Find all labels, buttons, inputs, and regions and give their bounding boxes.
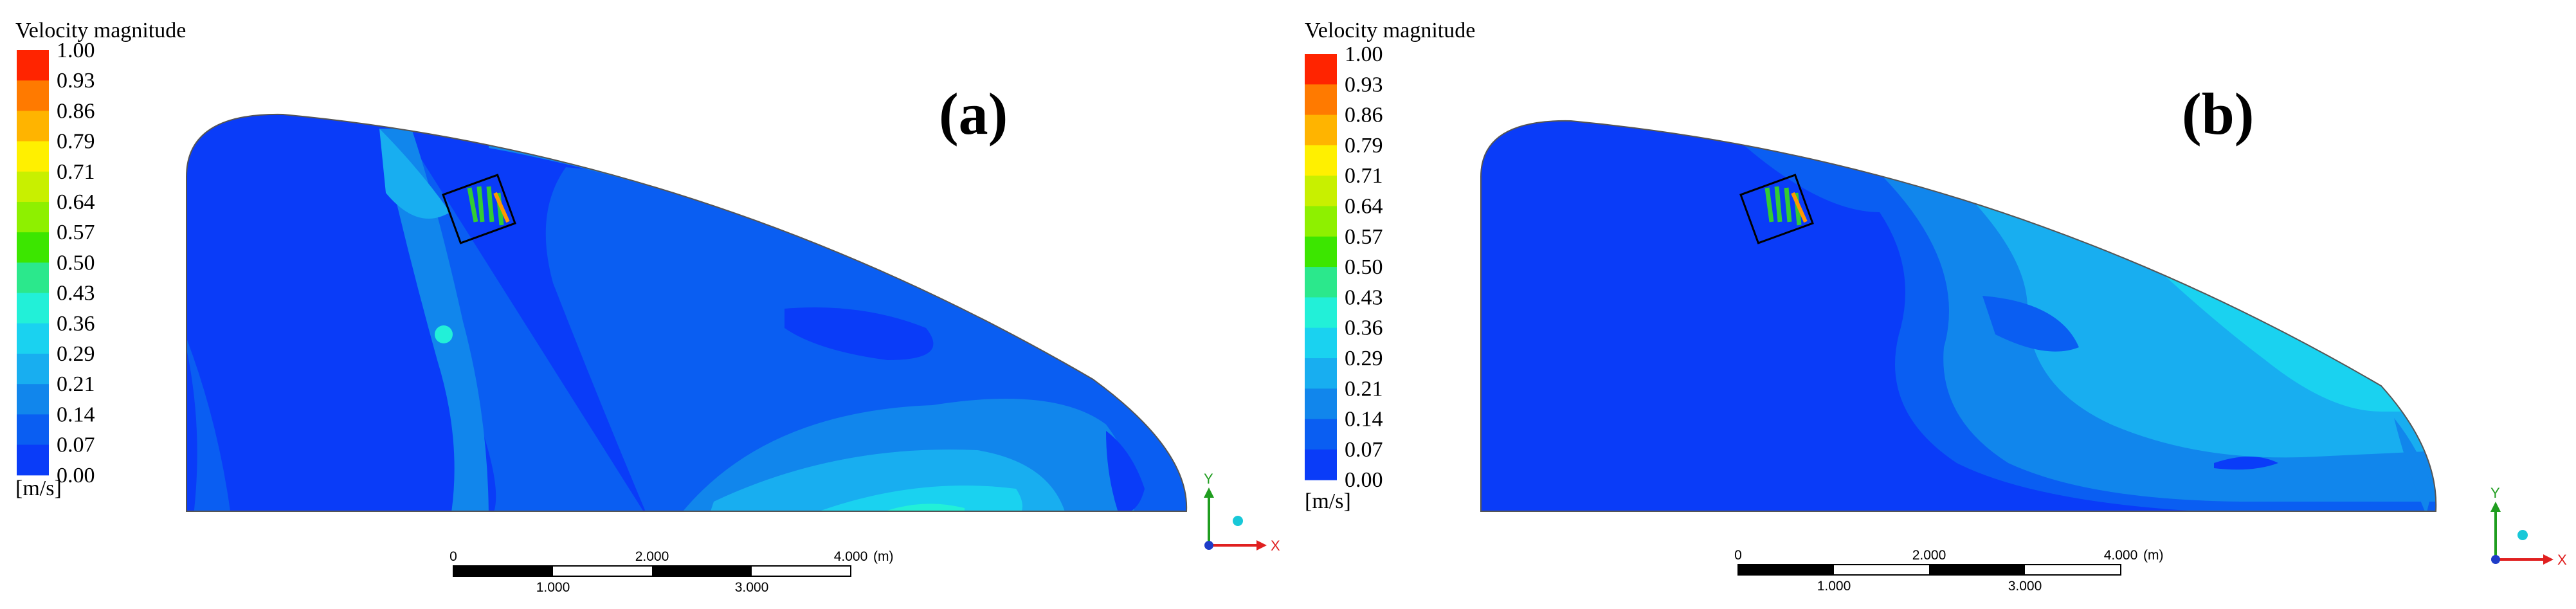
- scale-label-3000: 3.000: [2008, 579, 2042, 594]
- panel-a-figure: Velocity magnitude 1.00 0.93 0.86 0.79 0.71 0…: [15, 19, 1280, 595]
- legend-tick-label: 0.64: [1345, 195, 1383, 219]
- x-axis-label: X: [2557, 552, 2567, 568]
- legend-tick-label: 0.79: [1345, 134, 1383, 158]
- legend-color-band: [17, 50, 49, 81]
- legend-tick-label: 0.29: [1345, 347, 1383, 370]
- legend-tick-label: 0.71: [57, 160, 95, 184]
- legend-tick-labels: 1.00 0.93 0.86 0.79 0.71 0.64 0.57 0.50 0.43 0.36…: [1345, 42, 1383, 492]
- domain-outline: [1480, 120, 2437, 512]
- y-axis-label: Y: [1204, 471, 1213, 487]
- legend-color-band: [17, 80, 49, 111]
- legend-tick-label: 0.29: [57, 342, 95, 366]
- legend-tick-label: 0.50: [57, 251, 95, 275]
- panel-a: Velocity magnitude 1.00 0.93 0.86 0.79 0.71 0…: [15, 19, 1280, 595]
- legend-tick-label: 0.86: [57, 99, 95, 123]
- legend-color-band: [1305, 84, 1337, 116]
- legend-colorbar: [1305, 54, 1337, 480]
- legend-tick-label: 0.64: [57, 190, 95, 214]
- legend-color-band: [1305, 114, 1337, 146]
- y-axis-label: Y: [2490, 485, 2500, 501]
- legend-tick-label: 0.71: [1345, 164, 1383, 188]
- velocity-legend: Velocity magnitude 1.00 0.93 0.86 0.79 0.71 0…: [15, 19, 186, 500]
- panel-label: (b): [2182, 81, 2254, 147]
- legend-color-band: [1305, 267, 1337, 298]
- legend-tick-label: 0.14: [1345, 408, 1383, 432]
- legend-tick-label: 0.79: [57, 130, 95, 154]
- legend-unit: [m/s]: [1305, 489, 1351, 513]
- legend-color-band: [1305, 358, 1337, 389]
- scale-bar: 0 2.000 4.000 (m) 1.000 3.000: [449, 549, 893, 595]
- axis-triad: Y X: [1204, 471, 1280, 554]
- legend-tick-label: 0.86: [1345, 104, 1383, 127]
- legend-tick-label: 0.43: [1345, 286, 1383, 309]
- legend-color-band: [1305, 419, 1337, 450]
- scale-label-4000: 4.000: [2104, 548, 2138, 563]
- scale-label-4000: 4.000: [834, 549, 868, 564]
- legend-color-band: [1305, 54, 1337, 85]
- legend-tick-label: 0.57: [1345, 225, 1383, 249]
- legend-color-band: [1305, 388, 1337, 420]
- legend-color-band: [17, 354, 49, 385]
- scale-label-1000: 1.000: [1817, 579, 1851, 594]
- scale-label-1000: 1.000: [536, 580, 570, 595]
- legend-colorbar: [17, 50, 49, 476]
- panel-b-figure: Velocity magnitude 1.00 0.93 0.86 0.79 0.71 0…: [1305, 19, 2567, 594]
- legend-color-band: [1305, 176, 1337, 206]
- legend-tick-label: 0.43: [57, 282, 95, 305]
- legend-tick-label: 0.21: [1345, 377, 1383, 401]
- legend-color-band: [1305, 145, 1337, 176]
- scale-unit: (m): [2143, 548, 2163, 563]
- legend-tick-label: 0.93: [1345, 73, 1383, 96]
- scale-unit: (m): [873, 549, 893, 564]
- legend-color-band: [17, 384, 49, 415]
- legend-color-band: [17, 293, 49, 324]
- legend-tick-label: 0.21: [57, 372, 95, 396]
- x-axis-label: X: [1271, 538, 1280, 554]
- scale-label-3000: 3.000: [735, 580, 769, 595]
- legend-color-band: [17, 141, 49, 172]
- scale-label-2000: 2.000: [635, 549, 669, 564]
- legend-color-band: [17, 111, 49, 142]
- panel-label: (a): [939, 81, 1008, 147]
- legend-color-band: [1305, 297, 1337, 329]
- legend-tick-label: 0.00: [1345, 468, 1383, 492]
- legend-tick-label: 0.36: [57, 312, 95, 336]
- legend-tick-label: 0.14: [57, 403, 95, 426]
- legend-color-band: [17, 262, 49, 294]
- axis-triad: Y X: [2490, 485, 2567, 568]
- legend-tick-label: 0.07: [1345, 438, 1383, 462]
- legend-color-band: [1305, 236, 1337, 268]
- legend-color-band: [17, 232, 49, 263]
- legend-tick-labels: 1.00 0.93 0.86 0.79 0.71 0.64 0.57 0.50 0.43 0.36…: [57, 39, 95, 487]
- velocity-legend: Velocity magnitude 1.00 0.93 0.86 0.79 0.71 0…: [1305, 19, 1475, 513]
- legend-tick-label: 0.07: [57, 433, 95, 457]
- scale-bar: 0 2.000 4.000 (m) 1.000 3.000: [1734, 548, 2163, 594]
- legend-color-band: [1305, 449, 1337, 480]
- legend-color-band: [1305, 206, 1337, 237]
- domain-outline: [186, 113, 1188, 512]
- legend-color-band: [17, 171, 49, 203]
- legend-tick-label: 0.57: [57, 221, 95, 244]
- legend-tick-label: 0.50: [1345, 255, 1383, 279]
- panel-b: Velocity magnitude 1.00 0.93 0.86 0.79 0.71 0…: [1288, 0, 2576, 609]
- legend-color-band: [17, 414, 49, 446]
- legend-title: Velocity magnitude: [15, 19, 186, 42]
- legend-color-band: [17, 202, 49, 233]
- legend-title: Velocity magnitude: [1305, 19, 1475, 42]
- legend-tick-label: 1.00: [1345, 42, 1383, 66]
- velocity-contour-field: [186, 114, 1187, 512]
- scale-label-0: 0: [1734, 548, 1742, 563]
- legend-tick-label: 0.00: [57, 464, 95, 487]
- legend-tick-label: 0.93: [57, 69, 95, 93]
- scale-label-0: 0: [449, 549, 457, 564]
- legend-color-band: [1305, 327, 1337, 359]
- legend-unit: [m/s]: [15, 477, 62, 500]
- legend-color-band: [17, 323, 49, 354]
- legend-tick-label: 0.36: [1345, 316, 1383, 340]
- legend-tick-label: 1.00: [57, 39, 95, 62]
- velocity-contour-field: [1481, 120, 2436, 512]
- scale-label-2000: 2.000: [1912, 548, 1946, 563]
- legend-color-band: [17, 444, 49, 476]
